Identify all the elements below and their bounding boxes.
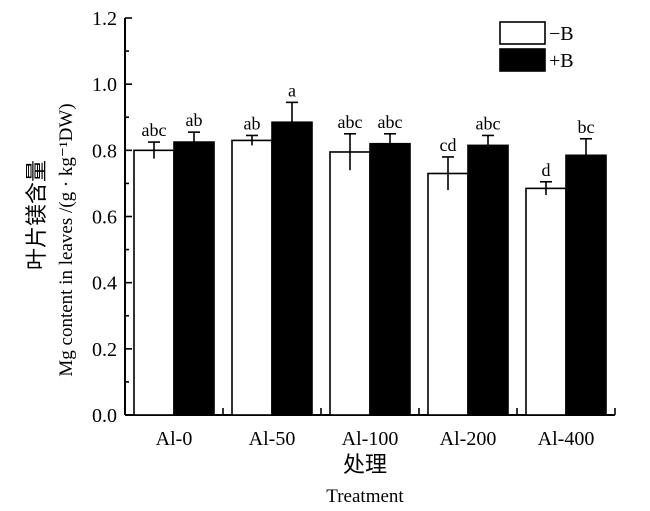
x-axis-title-en: Treatment — [326, 486, 404, 507]
y-tick-label: 0.8 — [92, 140, 117, 162]
bar — [133, 149, 175, 416]
significance-letter: ab — [186, 110, 203, 130]
bar — [525, 187, 567, 416]
bar — [565, 154, 607, 416]
y-tick-label: 0.6 — [92, 207, 117, 229]
significance-letter: bc — [578, 117, 595, 137]
x-tick-label: Al-200 — [440, 428, 497, 450]
legend-swatch — [499, 48, 546, 72]
bar — [271, 121, 313, 416]
bar — [427, 172, 469, 416]
significance-letter: d — [542, 160, 551, 180]
y-tick-label: 1.0 — [92, 74, 117, 96]
bar — [231, 139, 273, 416]
y-tick-label: 0.0 — [92, 405, 117, 427]
x-tick-label: Al-50 — [249, 428, 296, 450]
bar — [467, 144, 509, 416]
significance-letter: abc — [476, 113, 501, 133]
y-axis-title-cn: 叶片镁含量 — [24, 160, 49, 270]
x-tick-label: Al-0 — [156, 428, 193, 450]
legend-swatch — [499, 21, 546, 45]
x-axis-title-cn: 处理 — [343, 452, 387, 477]
significance-letter: abc — [338, 112, 363, 132]
x-tick-label: Al-100 — [342, 428, 399, 450]
legend-label: +B — [549, 50, 574, 72]
bar — [369, 142, 411, 416]
y-tick-label: 0.2 — [92, 339, 117, 361]
significance-letter: cd — [440, 135, 457, 155]
bar — [329, 151, 371, 416]
y-axis-title-en: Mg content in leaves /(g · kg⁻¹DW) — [56, 103, 77, 376]
legend-label: −B — [549, 23, 574, 45]
significance-letter: a — [288, 80, 296, 100]
bar — [173, 141, 215, 416]
significance-letter: abc — [142, 120, 167, 140]
significance-letter: abc — [378, 112, 403, 132]
y-tick-label: 1.2 — [92, 8, 117, 30]
x-tick-label: Al-400 — [538, 428, 595, 450]
y-tick-label: 0.4 — [92, 273, 117, 295]
significance-letter: ab — [244, 113, 261, 133]
